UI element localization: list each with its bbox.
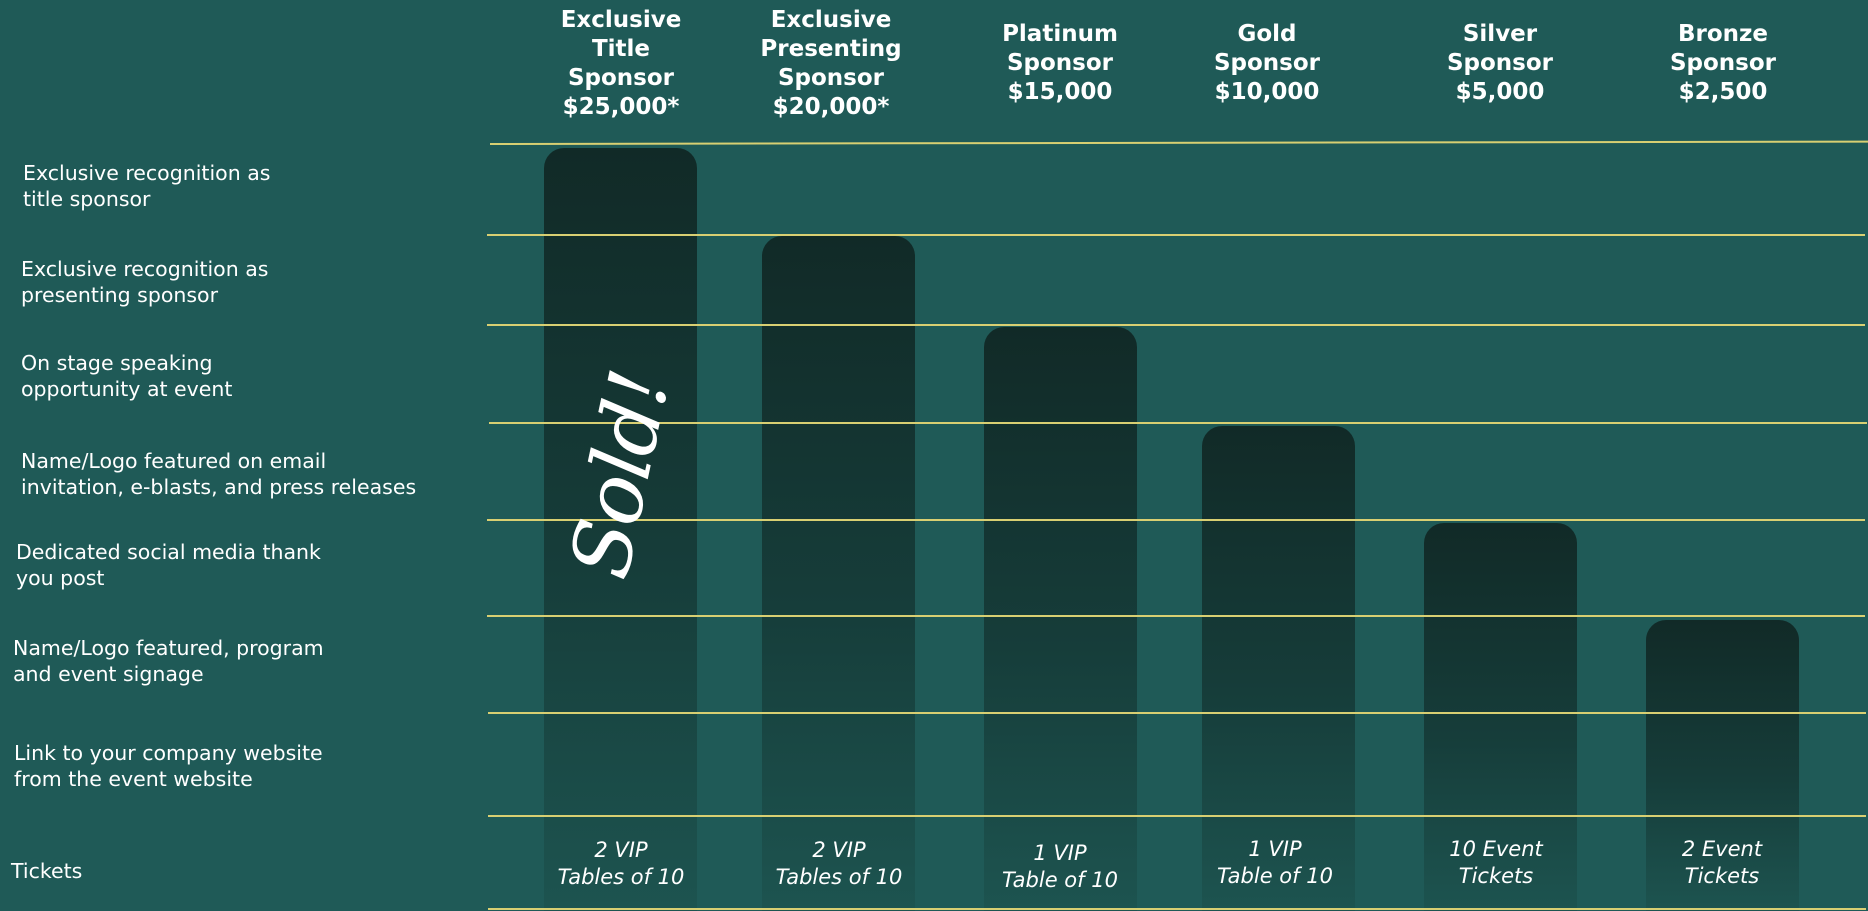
row-divider	[487, 519, 1865, 521]
benefit-label-website: Link to your company website from the ev…	[14, 740, 434, 792]
tickets-text: Tickets	[1684, 864, 1760, 888]
tier-name: Sponsor	[1213, 50, 1321, 76]
tier-heading-title: Exclusive Title Sponsor $25,000*	[531, 6, 711, 122]
tier-price: $25,000*	[562, 94, 680, 120]
tier-name: Exclusive	[560, 7, 682, 33]
tickets-text: 10 Event	[1449, 837, 1543, 861]
tier-price: $15,000	[1007, 79, 1113, 105]
tier-name: Sponsor	[1446, 50, 1554, 76]
tickets-text: Tables of 10	[557, 865, 685, 889]
benefit-text: Link to your company website	[14, 741, 323, 765]
tier-price: $20,000*	[772, 94, 890, 120]
tickets-text: 2 VIP	[594, 838, 648, 862]
row-divider	[488, 815, 1866, 817]
row-divider	[489, 422, 1867, 424]
tickets-text: 2 VIP	[812, 838, 866, 862]
tickets-text: Tables of 10	[775, 865, 903, 889]
benefit-text: Dedicated social media thank	[16, 540, 321, 564]
benefit-label-speaking: On stage speaking opportunity at event	[21, 350, 441, 402]
benefit-text: Exclusive recognition as	[23, 161, 271, 185]
benefit-text: and event signage	[13, 662, 204, 686]
tier-column-presenting	[762, 236, 915, 911]
benefit-text: opportunity at event	[21, 377, 233, 401]
tier-heading-bronze: Bronze Sponsor $2,500	[1633, 20, 1813, 107]
tier-name: Silver	[1462, 21, 1538, 47]
tier-name: Sponsor	[777, 65, 885, 91]
benefit-label-signage: Name/Logo featured, program and event si…	[13, 635, 433, 687]
benefit-text: title sponsor	[23, 187, 151, 211]
tier-name: Gold	[1237, 21, 1297, 47]
benefit-text: invitation, e-blasts, and press releases	[21, 475, 417, 499]
benefit-label-title: Exclusive recognition as title sponsor	[23, 160, 443, 212]
benefit-text: presenting sponsor	[21, 283, 219, 307]
tickets-title: 2 VIP Tables of 10	[536, 837, 706, 891]
tier-name: Sponsor	[567, 65, 675, 91]
tier-heading-gold: Gold Sponsor $10,000	[1177, 20, 1357, 107]
row-divider	[489, 140, 1868, 145]
tickets-text: 1 VIP	[1248, 837, 1302, 861]
benefit-label-email: Name/Logo featured on email invitation, …	[21, 448, 441, 500]
benefit-label-social: Dedicated social media thank you post	[16, 539, 436, 591]
benefit-label-presenting: Exclusive recognition as presenting spon…	[21, 256, 441, 308]
tier-column-platinum	[984, 327, 1137, 911]
tier-column-silver	[1424, 523, 1577, 911]
tier-heading-silver: Silver Sponsor $5,000	[1410, 20, 1590, 107]
row-divider	[487, 234, 1865, 236]
tier-heading-platinum: Platinum Sponsor $15,000	[970, 20, 1150, 107]
row-divider	[488, 712, 1866, 714]
tickets-platinum: 1 VIP Table of 10	[975, 840, 1145, 894]
tickets-presenting: 2 VIP Tables of 10	[754, 837, 924, 891]
tier-price: $2,500	[1678, 79, 1768, 105]
tier-name: Sponsor	[1669, 50, 1777, 76]
row-divider	[487, 615, 1865, 617]
benefit-text: Tickets	[11, 859, 83, 883]
tickets-bronze: 2 Event Tickets	[1637, 836, 1807, 890]
tickets-text: 1 VIP	[1033, 841, 1087, 865]
benefit-text: from the event website	[14, 767, 253, 791]
benefit-text: Exclusive recognition as	[21, 257, 269, 281]
benefit-text: you post	[16, 566, 105, 590]
tier-name: Sponsor	[1006, 50, 1114, 76]
benefit-text: Name/Logo featured on email	[21, 449, 327, 473]
tier-name: Platinum	[1002, 21, 1118, 47]
tickets-text: 2 Event	[1681, 837, 1763, 861]
tickets-text: Table of 10	[1002, 868, 1118, 892]
row-divider	[488, 908, 1866, 910]
tier-name: Exclusive	[770, 7, 892, 33]
benefit-text: Name/Logo featured, program	[13, 636, 324, 660]
tier-price: $10,000	[1214, 79, 1320, 105]
tier-price: $5,000	[1455, 79, 1545, 105]
tier-name: Title	[591, 36, 651, 62]
benefit-text: On stage speaking	[21, 351, 213, 375]
tier-column-gold	[1202, 426, 1355, 911]
tier-column-title	[544, 148, 697, 911]
tier-name: Bronze	[1677, 21, 1769, 47]
row-divider	[487, 324, 1865, 326]
tickets-text: Tickets	[1458, 864, 1534, 888]
tier-name: Presenting	[760, 36, 902, 62]
tier-column-bronze	[1646, 620, 1799, 911]
tickets-text: Table of 10	[1217, 864, 1333, 888]
tier-heading-presenting: Exclusive Presenting Sponsor $20,000*	[741, 6, 921, 122]
tickets-gold: 1 VIP Table of 10	[1190, 836, 1360, 890]
benefit-label-tickets: Tickets	[11, 858, 431, 884]
tickets-silver: 10 Event Tickets	[1411, 836, 1581, 890]
